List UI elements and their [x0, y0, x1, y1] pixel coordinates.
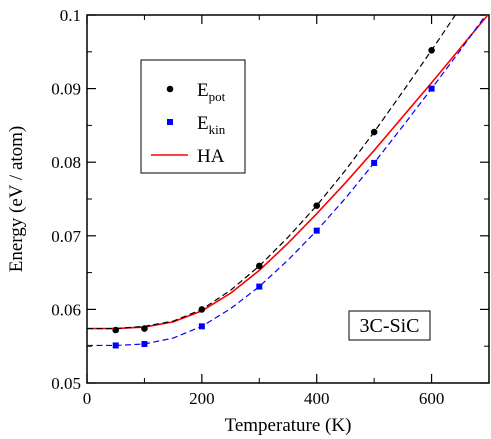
x-tick-label: 200: [189, 389, 215, 408]
x-axis-title: Temperature (K): [225, 415, 352, 436]
material-annotation: 3C-SiC: [348, 310, 431, 341]
legend: Epot Ekin HA: [140, 59, 246, 174]
legend-label-epot: Epot: [197, 80, 226, 104]
y-tick-label: 0.07: [51, 227, 81, 246]
annotation-box: [348, 310, 431, 341]
data-point-epot: [141, 325, 148, 332]
data-point-ekin: [112, 342, 119, 349]
y-axis-title: Energy (eV / atom): [6, 126, 27, 273]
legend-label-ekin: Ekin: [197, 113, 226, 137]
legend-ekin-main: E: [197, 113, 209, 134]
data-point-epot: [198, 306, 206, 313]
legend-label-ha: HA: [197, 146, 225, 167]
data-point-epot: [112, 326, 120, 334]
fit-line-dashed: [87, 15, 487, 347]
data-point-epot: [428, 47, 435, 54]
fit-line-dashed: [87, 15, 457, 330]
legend-epot-main: E: [197, 80, 209, 101]
y-tick-label: 0.1: [60, 6, 81, 25]
data-point-ekin: [198, 323, 205, 330]
data-point-epot: [313, 202, 321, 209]
legend-marker-ekin: [167, 119, 173, 125]
y-tick-label: 0.05: [51, 374, 81, 393]
data-point-ekin: [141, 340, 148, 347]
data-point-ekin: [256, 283, 263, 290]
data-point-epot: [255, 262, 263, 270]
legend-epot-sub: pot: [209, 89, 226, 104]
data-point-ekin: [428, 85, 435, 92]
data-point-ekin: [313, 227, 320, 234]
legend-box: [140, 59, 246, 174]
x-tick-label: 600: [419, 389, 445, 408]
y-tick-label: 0.08: [51, 153, 81, 172]
data-point-ekin: [371, 159, 378, 166]
series-line-ha: [87, 15, 489, 330]
y-tick-label: 0.09: [51, 80, 81, 99]
legend-marker-epot: [166, 85, 174, 93]
y-tick-label: 0.06: [51, 300, 81, 319]
annotation-label: 3C-SiC: [359, 315, 419, 337]
x-tick-label: 0: [83, 389, 92, 408]
legend-ekin-sub: kin: [209, 122, 226, 137]
data-point-epot: [370, 128, 378, 136]
x-tick-label: 400: [304, 389, 330, 408]
